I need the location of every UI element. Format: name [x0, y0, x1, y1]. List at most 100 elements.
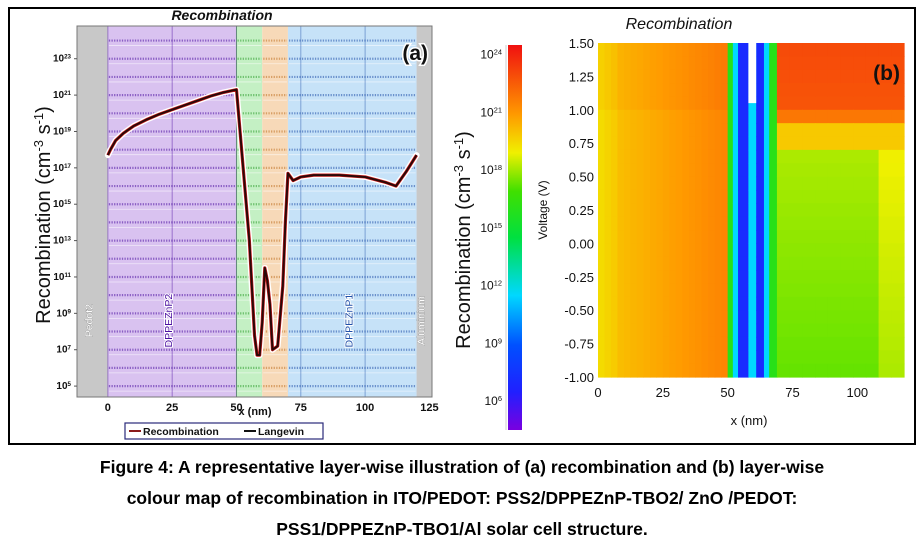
heatmap-cell	[708, 350, 716, 365]
legend-box	[124, 422, 324, 440]
heatmap-cell	[636, 350, 644, 365]
heatmap-cell	[721, 283, 729, 298]
heatmap-cell	[727, 243, 734, 258]
heatmap-cell	[695, 350, 703, 365]
heatmap-cell	[878, 256, 892, 271]
heatmap-cell	[695, 256, 703, 271]
heatmap-cell	[802, 310, 816, 325]
heatmap-cell	[891, 109, 905, 124]
heatmap-cell	[675, 69, 683, 84]
heatmap-cell	[682, 163, 690, 178]
heatmap-cell	[617, 283, 625, 298]
series-line-langevin	[106, 88, 418, 357]
heatmap-cell	[776, 256, 791, 271]
heatmap-cell	[802, 149, 816, 164]
heatmap-missing-region	[748, 43, 757, 104]
heatmap-cell	[630, 189, 638, 204]
x-tick-label: 100	[846, 385, 868, 400]
heatmap-cell	[662, 69, 670, 84]
heatmap-cell	[643, 336, 651, 351]
heatmap-cell	[789, 69, 803, 84]
heatmap-cell	[789, 163, 803, 178]
heatmap-cell	[714, 310, 722, 325]
colorbar-tick-label: 1012	[480, 278, 502, 293]
heatmap-cell	[682, 296, 690, 311]
heatmap-cell	[815, 96, 829, 111]
heatmap-cell	[732, 230, 739, 244]
heatmap-cell	[853, 149, 867, 164]
heatmap-cell	[727, 203, 734, 218]
heatmap-cell	[649, 296, 657, 311]
heatmap-cell	[727, 109, 734, 124]
heatmap-cell	[675, 270, 683, 285]
heatmap-cell	[701, 230, 709, 244]
panel-a-label: (a)	[402, 42, 428, 65]
heatmap-cell	[721, 163, 729, 178]
heatmap-cell	[617, 256, 625, 271]
y-tick-label: 0.75	[569, 136, 594, 151]
heatmap-cell	[598, 203, 606, 218]
heatmap-cell	[617, 83, 625, 98]
heatmap-cell	[878, 350, 892, 365]
heatmap-cell	[714, 149, 722, 164]
x-ticks: 0 25 50 75 100 125	[105, 402, 439, 414]
heatmap-cell	[865, 83, 880, 98]
heatmap-cell	[891, 350, 905, 365]
heatmap-cell	[617, 176, 625, 191]
heatmap-cell	[732, 310, 739, 325]
heatmap-cell	[865, 350, 880, 365]
heatmap-cell	[604, 189, 612, 204]
y-tick-label: -0.50	[564, 303, 594, 318]
heatmap-cell	[738, 189, 750, 204]
heatmap-cell	[732, 109, 739, 124]
caption-line: Figure 4: A representative layer-wise il…	[99, 457, 825, 477]
heatmap-cell	[815, 189, 829, 204]
heatmap-cell	[763, 323, 770, 338]
heatmap-cell	[840, 176, 854, 191]
heatmap-cell	[840, 189, 854, 204]
heatmap-cell	[802, 189, 816, 204]
heatmap-cell	[776, 323, 791, 338]
heatmap-cell	[636, 69, 644, 84]
heatmap-cell	[865, 363, 880, 378]
heatmap-cell	[688, 149, 696, 164]
y-tick-label: 1.25	[569, 69, 594, 84]
heatmap-cell	[656, 56, 664, 71]
heatmap-cell	[891, 310, 905, 325]
heatmap-cell	[789, 230, 803, 244]
heatmap-cell	[662, 163, 670, 178]
heatmap-cell	[738, 123, 750, 138]
heatmap-cell	[878, 176, 892, 191]
heatmap-cell	[662, 283, 670, 298]
heatmap-cell	[769, 216, 778, 231]
heatmap-cell	[682, 69, 690, 84]
heatmap-cell	[708, 310, 716, 325]
heatmap-cell	[721, 83, 729, 98]
heatmap-cell	[617, 109, 625, 124]
heatmap-cell	[656, 43, 664, 57]
heatmap-cell	[827, 216, 842, 231]
heatmap-cell	[636, 163, 644, 178]
heatmap-cell	[695, 136, 703, 151]
heatmap-cell	[727, 323, 734, 338]
heatmap-cell	[708, 43, 716, 57]
heatmap-cell	[865, 216, 880, 231]
heatmap-cell	[714, 163, 722, 178]
heatmap-cell	[643, 270, 651, 285]
heatmap-cell	[623, 163, 632, 178]
heatmap-cell	[721, 123, 729, 138]
heatmap-cell	[643, 149, 651, 164]
heatmap-cell	[610, 230, 619, 244]
heatmap-cell	[630, 310, 638, 325]
heatmap-cell	[630, 230, 638, 244]
heatmap-cell	[682, 43, 690, 57]
heatmap-cell	[769, 189, 778, 204]
x-ticks-b: 0 25 50 75 100	[594, 385, 868, 400]
heatmap-cell	[708, 216, 716, 231]
heatmap-cell	[748, 283, 757, 298]
heatmap-cell	[662, 149, 670, 164]
colorbar-ticks: 1024 1021 1018 1015 1012 109 106	[480, 47, 502, 408]
heatmap-cell	[815, 163, 829, 178]
heatmap-cell	[756, 256, 765, 271]
heatmap-cell	[878, 243, 892, 258]
